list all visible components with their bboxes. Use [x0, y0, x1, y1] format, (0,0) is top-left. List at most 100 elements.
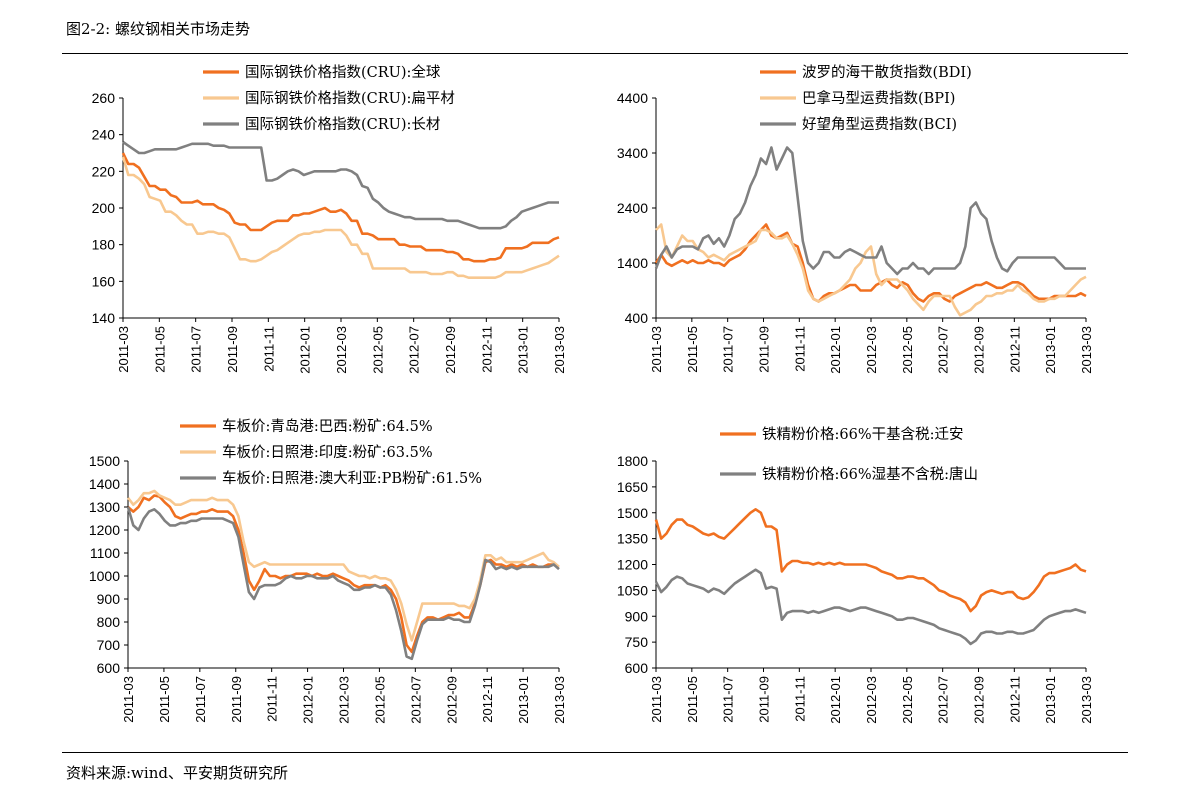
y-tick-label: 160 — [92, 273, 116, 289]
y-tick-label: 600 — [625, 660, 649, 676]
x-tick-label: 2012-09 — [972, 326, 987, 374]
x-tick-label: 2011-03 — [121, 676, 136, 723]
x-tick-label: 2011-11 — [792, 676, 807, 722]
x-tick-label: 2012-05 — [900, 326, 915, 374]
x-tick-label: 2011-11 — [261, 326, 276, 372]
legend-label: 国际钢铁价格指数(CRU):全球 — [245, 63, 441, 81]
y-tick-label: 1100 — [90, 545, 120, 561]
x-tick-label: 2012-01 — [828, 676, 843, 724]
y-tick-label: 4400 — [617, 90, 648, 106]
legend-label: 好望角型运费指数(BCI) — [802, 116, 957, 133]
y-tick-label: 180 — [92, 237, 116, 253]
x-tick-label: 2012-03 — [864, 326, 879, 374]
legend-label: 车板价:日照港:印度:粉矿:63.5% — [222, 443, 433, 461]
top-rule — [62, 53, 1128, 54]
x-tick-label: 2012-03 — [337, 676, 352, 724]
source-note: 资料来源:wind、平安期货研究所 — [66, 764, 288, 782]
x-tick-label: 2012-07 — [936, 676, 951, 724]
x-tick-label: 2013-01 — [516, 326, 531, 374]
y-tick-label: 750 — [625, 634, 649, 650]
y-tick-label: 1200 — [617, 557, 648, 573]
series-line-1 — [654, 507, 1087, 613]
y-tick-label: 2400 — [617, 200, 648, 216]
x-tick-label: 2011-09 — [225, 326, 240, 373]
legend-label: 巴拿马型运费指数(BPI) — [802, 89, 955, 107]
y-tick-label: 900 — [625, 608, 649, 624]
series-line-1 — [121, 152, 560, 263]
y-tick-label: 260 — [92, 90, 116, 106]
x-tick-label: 2011-11 — [792, 326, 807, 372]
x-tick-label: 2012-11 — [1007, 676, 1022, 723]
x-tick-label: 2011-07 — [721, 326, 736, 373]
x-tick-label: 2012-09 — [443, 326, 458, 374]
series-line-3 — [122, 140, 559, 230]
x-tick-label: 2012-07 — [936, 326, 951, 374]
legend-label: 波罗的海干散货指数(BDI) — [802, 64, 972, 81]
x-tick-label: 2011-03 — [649, 326, 664, 373]
x-tick-label: 2013-03 — [552, 676, 567, 724]
x-tick-label: 2011-05 — [685, 676, 700, 723]
x-tick-label: 2012-11 — [480, 676, 495, 723]
y-tick-label: 220 — [92, 163, 116, 179]
series-line-2 — [654, 568, 1087, 646]
x-tick-label: 2013-01 — [1043, 676, 1058, 724]
x-tick-label: 2013-03 — [1079, 326, 1094, 374]
x-tick-label: 2011-11 — [265, 676, 280, 722]
y-tick-label: 1050 — [617, 582, 648, 598]
y-tick-label: 3400 — [617, 145, 648, 161]
x-tick-label: 2011-07 — [721, 676, 736, 723]
x-tick-label: 2012-07 — [408, 676, 423, 724]
x-tick-label: 2011-09 — [757, 676, 772, 723]
y-tick-label: 1500 — [617, 505, 648, 521]
legend-label: 铁精粉价格:66%湿基不含税:唐山 — [762, 466, 978, 483]
figure-title: 图2-2: 螺纹钢相关市场走势 — [66, 20, 250, 38]
y-tick-label: 1350 — [617, 531, 648, 547]
series-line-3 — [654, 146, 1086, 276]
y-tick-label: 1400 — [89, 476, 120, 492]
x-tick-label: 2012-01 — [298, 326, 313, 374]
x-tick-label: 2012-03 — [334, 326, 349, 374]
series-line-2 — [655, 223, 1087, 317]
x-tick-label: 2011-07 — [189, 326, 204, 373]
legend-label: 车板价:青岛港:巴西:粉矿:64.5% — [222, 417, 433, 435]
y-tick-label: 400 — [625, 310, 649, 326]
legend-label: 国际钢铁价格指数(CRU):扁平材 — [245, 90, 455, 107]
y-tick-label: 600 — [97, 660, 121, 676]
y-tick-label: 700 — [97, 637, 121, 653]
y-tick-label: 900 — [97, 591, 121, 607]
x-tick-label: 2012-11 — [1007, 326, 1022, 373]
x-tick-label: 2013-01 — [1043, 326, 1058, 374]
bottom-rule — [62, 752, 1128, 753]
x-tick-label: 2013-03 — [1079, 676, 1094, 724]
y-tick-label: 140 — [92, 310, 116, 326]
y-tick-label: 1200 — [89, 522, 120, 538]
series-line-3 — [126, 506, 560, 661]
x-tick-label: 2011-07 — [193, 676, 208, 723]
legend-label: 国际钢铁价格指数(CRU):长材 — [245, 116, 440, 133]
y-tick-label: 200 — [92, 200, 116, 216]
x-tick-label: 2012-11 — [479, 326, 494, 373]
series-line-2 — [121, 156, 560, 280]
x-tick-label: 2011-03 — [649, 676, 664, 723]
x-tick-label: 2011-05 — [152, 326, 167, 373]
x-tick-label: 2011-05 — [157, 676, 172, 723]
x-tick-label: 2012-03 — [864, 676, 879, 724]
series-line-1 — [654, 223, 1087, 303]
y-tick-label: 800 — [97, 614, 121, 630]
x-tick-label: 2011-09 — [757, 326, 772, 373]
y-tick-label: 240 — [92, 127, 116, 143]
x-tick-label: 2012-01 — [301, 676, 316, 724]
x-tick-label: 2012-09 — [972, 676, 987, 724]
x-tick-label: 2011-09 — [229, 676, 244, 723]
series-line-2 — [126, 489, 560, 642]
x-tick-label: 2013-03 — [552, 326, 567, 374]
x-tick-label: 2012-09 — [444, 676, 459, 724]
y-tick-label: 1000 — [89, 568, 120, 584]
x-tick-label: 2012-01 — [828, 326, 843, 374]
y-tick-label: 1400 — [617, 255, 648, 271]
y-tick-label: 1650 — [617, 479, 648, 495]
